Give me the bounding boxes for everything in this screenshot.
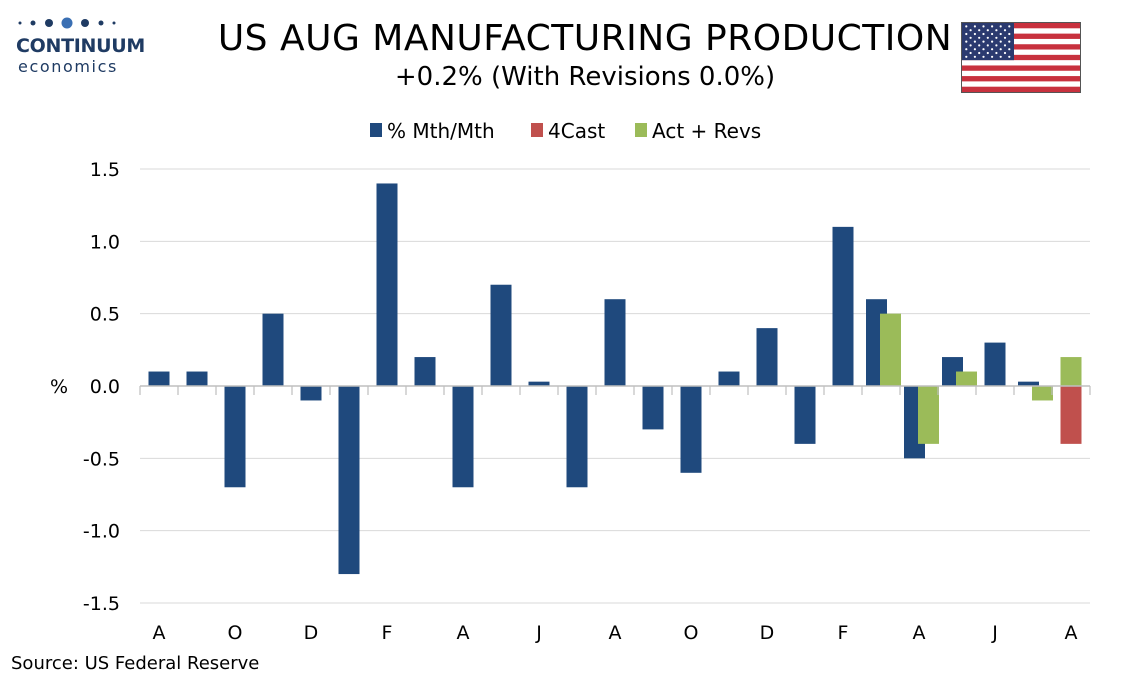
bar-mth-mth (566, 386, 588, 488)
bar-mth-mth (604, 299, 626, 386)
bar-mth-mth (376, 183, 398, 386)
x-tick-label: D (304, 622, 319, 644)
bar-act-revs (1032, 386, 1053, 401)
y-tick-label: -1.0 (83, 521, 120, 543)
bar-4cast (1060, 386, 1082, 444)
bar-act-revs (880, 313, 901, 386)
bar-mth-mth (642, 386, 664, 430)
us-flag-icon (961, 22, 1081, 93)
bar-act-revs (1060, 357, 1082, 386)
x-tick-label: F (838, 622, 849, 644)
y-tick-label: -0.5 (83, 448, 120, 470)
bar-mth-mth (718, 371, 740, 386)
bar-mth-mth (224, 386, 246, 488)
legend-label: 4Cast (548, 119, 605, 143)
bar-act-revs (956, 371, 977, 386)
legend-swatch (370, 123, 382, 137)
y-tick-label: 0.5 (90, 304, 120, 326)
bar-mth-mth (832, 226, 854, 386)
bar-mth-mth (186, 371, 208, 386)
bar-mth-mth (262, 313, 284, 386)
source-note: Source: US Federal Reserve (11, 653, 260, 674)
y-tick-label: 1.0 (90, 231, 120, 253)
bar-mth-mth (794, 386, 816, 444)
bar-mth-mth (338, 386, 360, 575)
logo-dots-icon (18, 17, 116, 29)
legend-label: % Mth/Mth (387, 119, 495, 143)
legend-swatch (635, 123, 647, 137)
y-tick-label: 0.0 (90, 376, 120, 398)
bar-mth-mth (984, 342, 1006, 386)
legend-label: Act + Revs (652, 119, 761, 143)
x-tick-label: A (153, 622, 166, 644)
bar-mth-mth (490, 284, 512, 386)
y-tick-label: -1.5 (83, 593, 120, 615)
logo-sub: economics (18, 57, 118, 76)
chart-title: US AUG MANUFACTURING PRODUCTION (217, 18, 953, 59)
y-axis-label: % (50, 376, 68, 398)
x-tick-label: F (382, 622, 393, 644)
bar-mth-mth (528, 381, 550, 386)
continuum-economics-logo: CONTINUUM economics (12, 14, 145, 76)
y-tick-label: 1.5 (90, 159, 120, 181)
bar-mth-mth (756, 328, 778, 386)
x-tick-label: O (228, 622, 243, 644)
bar-mth-mth (452, 386, 474, 488)
bar-mth-mth (414, 357, 436, 386)
bar-mth-mth (148, 371, 170, 386)
chart-subtitle: +0.2% (With Revisions 0.0%) (394, 62, 776, 92)
bar-mth-mth (680, 386, 702, 473)
x-tick-label: D (760, 622, 775, 644)
x-tick-label: J (535, 622, 542, 644)
bar-mth-mth (300, 386, 322, 401)
bar-act-revs (918, 386, 939, 444)
bar-mth-mth (1018, 381, 1039, 386)
x-tick-label: A (609, 622, 622, 644)
legend-swatch (531, 123, 543, 137)
x-tick-label: A (1065, 622, 1078, 644)
x-tick-label: A (457, 622, 470, 644)
x-tick-label: A (913, 622, 926, 644)
x-tick-label: J (991, 622, 998, 644)
x-tick-label: O (684, 622, 699, 644)
logo-word: CONTINUUM (16, 35, 145, 57)
